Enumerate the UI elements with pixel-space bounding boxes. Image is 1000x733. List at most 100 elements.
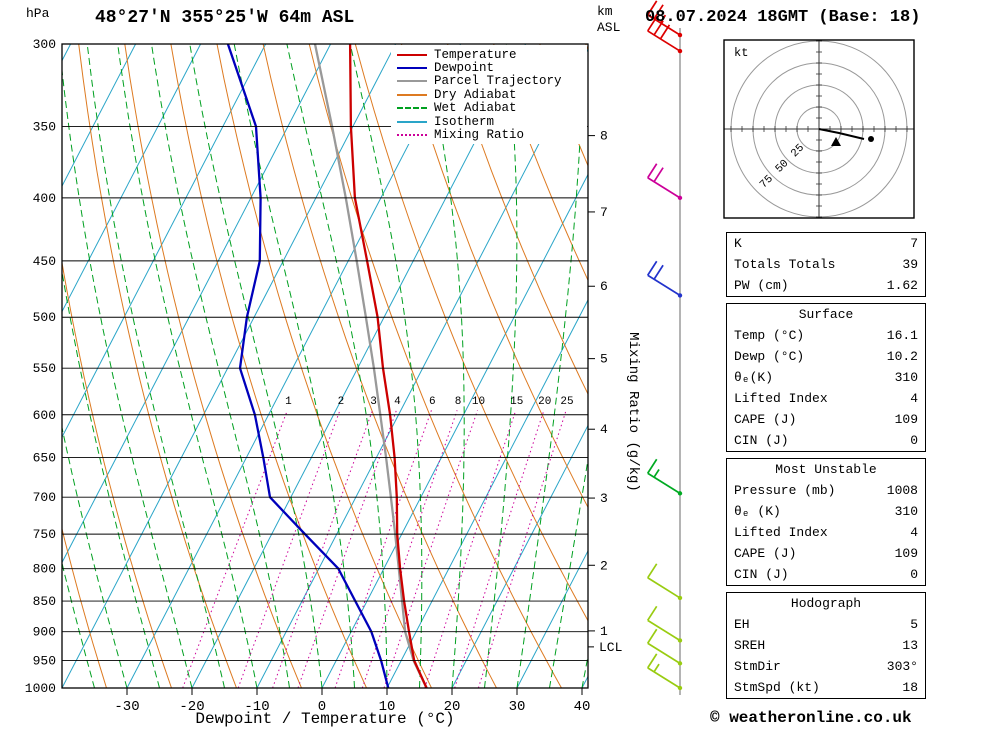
stats-value: 310: [894, 504, 918, 519]
stats-label: CAPE (J): [734, 546, 797, 561]
mixing-ratio-line: [272, 410, 373, 688]
temp-tick-label: -10: [244, 699, 269, 715]
isotherm-line: [62, 44, 202, 313]
wet-adiabat-line: [62, 561, 95, 688]
storm-motion-marker: [831, 137, 841, 146]
legend-label: Temperature: [434, 47, 517, 62]
km-tick-label: 1: [600, 624, 608, 639]
stats-value: 13: [902, 638, 918, 653]
stats-box-title: Hodograph: [790, 596, 862, 611]
wind-barb: [646, 16, 683, 54]
stats-value: 109: [894, 546, 918, 561]
mixing-ratio-line: [237, 410, 341, 688]
legend-line-swatch: [397, 93, 427, 96]
stats-box-title: Most Unstable: [775, 462, 877, 477]
stats-row: StmDir 303°: [727, 656, 925, 677]
km-tick-label: 5: [600, 352, 608, 367]
wet-adiabat-line: [151, 44, 290, 688]
isotherm-line: [62, 44, 267, 439]
mixing-ratio-line: [477, 410, 567, 688]
isotherm-line: [451, 424, 588, 688]
pressure-tick-label: 350: [33, 119, 56, 134]
pressure-tick-label: 300: [33, 37, 56, 52]
stats-value: 0: [910, 433, 918, 448]
legend-item-isotherm: Isotherm: [397, 115, 583, 129]
stats-label: K: [734, 236, 742, 251]
stats-value: 310: [894, 370, 918, 385]
stats-box-hodograph: Hodograph EH 5 SREH 13 StmDir 303° StmSpd (kt) 1…: [726, 592, 926, 699]
stats-label: Dewp (°C): [734, 349, 805, 364]
pressure-tick-label: 950: [33, 654, 56, 669]
stats-label: CIN (J): [734, 433, 789, 448]
km-tick-label: 3: [600, 491, 608, 506]
isotherm-line: [256, 47, 588, 688]
mixing-ratio-value: 20: [538, 396, 551, 408]
wind-barb: [646, 458, 683, 496]
pressure-tick-label: 500: [33, 310, 56, 325]
mixing-ratio-axis-label: Mixing Ratio (g/kg): [625, 332, 641, 492]
run-datetime: 08.07.2024 18GMT (Base: 18): [645, 8, 921, 27]
mixing-ratio-line: [424, 410, 517, 688]
stats-row: CAPE (J) 109: [727, 409, 925, 430]
km-tick-label: 7: [600, 205, 608, 220]
wet-adiabat-line: [86, 44, 225, 688]
dry-adiabat-line: [124, 44, 302, 688]
pressure-tick-label: 700: [33, 490, 56, 505]
mixing-ratio-value: 6: [429, 396, 436, 408]
wet-adiabat-line: [62, 66, 193, 688]
wind-barb: [646, 628, 683, 666]
pressure-tick-label: 800: [33, 562, 56, 577]
temp-tick-label: 20: [444, 699, 461, 715]
stats-row: PW (cm) 1.62: [727, 275, 925, 296]
mixing-ratio-value: 3: [370, 396, 377, 408]
stats-row: Lifted Index 4: [727, 522, 925, 543]
temp-tick-label: -20: [179, 699, 204, 715]
stats-row: CAPE (J) 109: [727, 543, 925, 564]
wet-adiabat-line: [62, 268, 160, 688]
isotherm-line: [321, 173, 588, 688]
legend-line-swatch: [397, 134, 427, 137]
copyright: © weatheronline.co.uk: [710, 709, 912, 727]
stats-row: SREH 13: [727, 635, 925, 656]
stats-value: 1.62: [886, 278, 918, 293]
isotherm-line: [191, 44, 527, 688]
altitude-axis-unit-km: km: [597, 4, 613, 19]
stats-box-indices: K 7 Totals Totals 39 PW (cm) 1.62: [726, 232, 926, 297]
dry-adiabat-line: [493, 44, 588, 282]
stats-row: CIN (J) 0: [727, 430, 925, 451]
stats-value: 10.2: [886, 349, 918, 364]
stats-row: Lifted Index 4: [727, 388, 925, 409]
station-title: 48°27'N 355°25'W 64m ASL: [95, 8, 355, 28]
isotherm-line: [62, 44, 397, 688]
km-tick-label: 2: [600, 558, 608, 573]
stats-label: StmDir: [734, 659, 781, 674]
stats-label: Totals Totals: [734, 257, 836, 272]
mixing-ratio-value: 25: [560, 396, 573, 408]
wind-barb: [646, 163, 683, 201]
wet-adiabat-line: [62, 425, 128, 688]
stats-value: 16.1: [886, 328, 918, 343]
temp-tick-label: 0: [318, 699, 326, 715]
legend-item-dewpoint: Dewpoint: [397, 61, 583, 75]
legend-item-parcel-trajectory: Parcel Trajectory: [397, 74, 583, 88]
isotherm-line: [516, 549, 588, 688]
dry-adiabat-line: [170, 44, 367, 688]
stats-row: CIN (J) 0: [727, 564, 925, 585]
stats-value: 4: [910, 391, 918, 406]
wet-adiabat-line: [349, 44, 423, 688]
legend-line-swatch: [397, 53, 427, 56]
legend-label: Wet Adiabat: [434, 101, 517, 116]
km-tick-label: 4: [600, 422, 608, 437]
x-axis-label: Dewpoint / Temperature (°C): [195, 710, 455, 728]
stats-value: 4: [910, 525, 918, 540]
legend-label: Mixing Ratio: [434, 128, 525, 143]
stats-row: θₑ (K) 310: [727, 501, 925, 522]
mixing-ratio-value: 15: [510, 396, 523, 408]
temp-tick-label: -30: [114, 699, 139, 715]
pressure-tick-label: 650: [33, 451, 56, 466]
legend-line-swatch: [397, 120, 427, 123]
